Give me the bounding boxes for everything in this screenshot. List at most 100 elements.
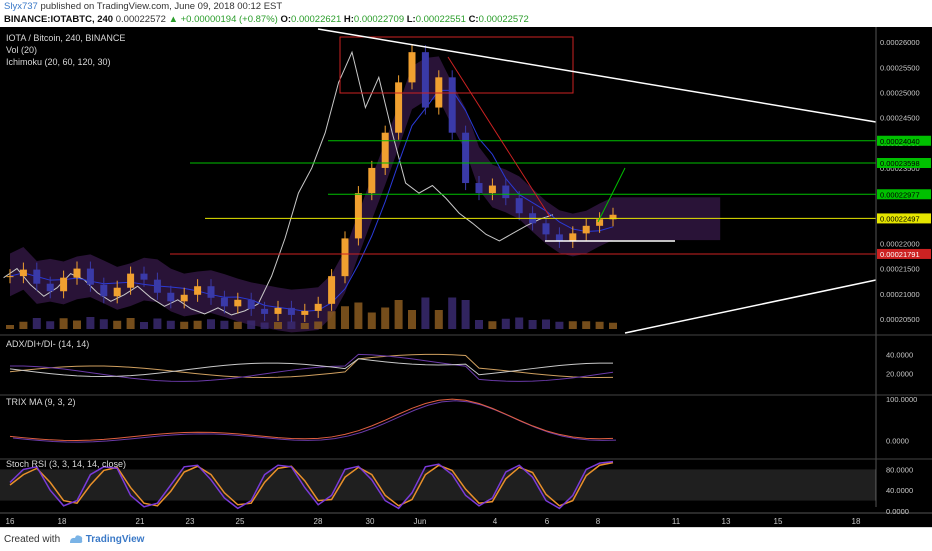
trend-line-lower: [624, 279, 877, 334]
drawings: [170, 28, 877, 334]
price-axis: 0.00026000 0.00025500 0.00025000 0.00024500…: [875, 27, 931, 507]
volume-bar: [434, 310, 443, 329]
volume-bar: [475, 320, 483, 329]
candle-body: [127, 273, 135, 288]
candle-body: [220, 297, 228, 307]
decline-line: [447, 56, 551, 218]
level-tag: [877, 213, 931, 224]
volume-bar: [609, 322, 617, 329]
candle-body: [167, 292, 175, 302]
candle-body: [301, 310, 309, 315]
candle-body: [515, 198, 523, 214]
volume-bar: [274, 322, 282, 329]
volume-bar: [448, 297, 457, 329]
level-tag-label: 0.00022497: [880, 214, 920, 223]
candle-body: [314, 303, 322, 311]
lagging-span-line: [3, 50, 554, 316]
adx-legend: ADX/DI+/DI- (14, 14): [6, 339, 89, 349]
candle-body: [488, 185, 496, 194]
price-tick-label: 0.00025000: [880, 88, 920, 97]
time-tick-label: 15: [774, 517, 783, 526]
ohlc-line: BINANCE:IOTABTC, 240 0.00022572 ▲ +0.000…: [0, 13, 932, 26]
tradingview-logo-icon: [69, 535, 83, 544]
symbol-label: BINANCE:IOTABTC, 240: [4, 14, 114, 25]
close-key: C:: [468, 14, 479, 25]
time-tick-label: 30: [366, 517, 375, 526]
candle-body: [609, 214, 617, 220]
volume-bar: [73, 320, 81, 329]
volume-bar: [300, 323, 309, 329]
volume-bar: [126, 318, 135, 329]
volume-bar: [99, 319, 108, 329]
candle-body: [153, 279, 161, 293]
trend-line-upper: [317, 28, 877, 123]
time-tick-label: 11: [672, 517, 681, 526]
price-tick-label: 0.00021500: [880, 265, 920, 274]
volume-bar: [46, 321, 55, 329]
trix-panel-tick-label: 100.0000: [886, 395, 917, 404]
low-value: 0.00022551: [415, 14, 466, 25]
volume-bar: [193, 320, 202, 329]
high-value: 0.00022709: [353, 14, 405, 25]
time-tick-label: 18: [852, 517, 861, 526]
candle-body: [555, 234, 563, 241]
volume-bar: [381, 307, 390, 329]
open-value: 0.00022621: [291, 14, 342, 25]
candle-body: [33, 269, 41, 284]
candle-body: [60, 277, 68, 292]
stoch-panel-tick-label: 80.0000: [886, 465, 913, 474]
stoch-panel-tick-label: 40.0000: [886, 486, 913, 495]
highlight-box: [339, 36, 574, 94]
time-tick-label: 23: [186, 517, 195, 526]
level-tag: [877, 248, 931, 259]
volume-bar: [32, 318, 41, 329]
publish-text: published on TradingView.com, June 09, 2…: [40, 1, 283, 12]
volume-bar: [461, 300, 470, 329]
trading-chart[interactable]: 0.00026000 0.00025500 0.00025000 0.00024500…: [0, 27, 932, 527]
publish-line: Slyx737 published on TradingView.com, Ju…: [0, 0, 932, 13]
candle-body: [596, 219, 604, 226]
adx-panel-tick-label: 20.0000: [886, 370, 913, 379]
volume-bar: [367, 312, 376, 329]
candle-body: [274, 307, 282, 314]
level-tag-label: 0.00023598: [880, 159, 920, 168]
ohlc-values: O:0.00022621 H:0.00022709 L:0.00022551 C…: [280, 14, 528, 25]
price-tick-label: 0.00020500: [880, 315, 920, 324]
author-link[interactable]: Slyx737: [4, 1, 38, 12]
volume-bar: [207, 319, 215, 329]
candle-body: [502, 185, 510, 199]
volume-bar: [19, 321, 28, 329]
tradingview-link[interactable]: TradingView: [85, 534, 145, 545]
time-tick-label: 25: [236, 517, 245, 526]
volume-bar: [113, 320, 122, 329]
time-tick-label: 21: [136, 517, 145, 526]
volume-bar: [327, 311, 336, 329]
volume-bar: [233, 321, 242, 329]
candle-body: [354, 193, 362, 239]
candle-body: [421, 52, 429, 108]
base-line: [9, 89, 614, 312]
candle-body: [381, 132, 389, 168]
last-price: 0.00022572: [115, 14, 166, 25]
level-tag: [877, 189, 931, 200]
stoch-panel-tick-label: 0.0000: [886, 507, 909, 516]
volume-bar: [6, 325, 14, 329]
candle-body: [328, 276, 336, 304]
volume-bar: [314, 321, 323, 329]
level-tag-label: 0.00022977: [880, 190, 920, 199]
price-tick-label: 0.00021000: [880, 290, 920, 299]
volume-bar: [582, 321, 591, 329]
candle-body: [462, 132, 470, 184]
candle-body: [395, 82, 403, 133]
volume-bar: [555, 321, 564, 329]
price-tick-label: 0.00023500: [880, 164, 920, 173]
volume-bar: [220, 320, 229, 329]
created-with-text: Created with: [4, 534, 61, 545]
volume-bar: [341, 306, 349, 329]
volume-bar: [408, 310, 416, 329]
time-tick-label: 13: [722, 517, 731, 526]
candle-body: [408, 52, 416, 83]
adx-panel-tick-label: 40.0000: [886, 350, 913, 359]
time-tick-label: 4: [493, 517, 498, 526]
